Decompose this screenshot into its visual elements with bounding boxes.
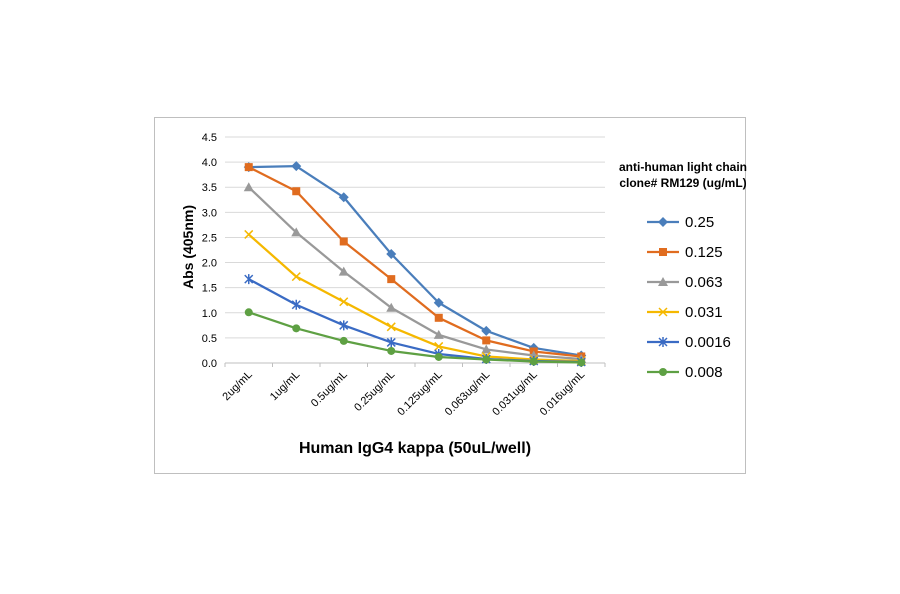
x-tick-label: 0.031ug/mL xyxy=(490,369,540,419)
legend-item: 0.008 xyxy=(647,364,723,381)
series-line xyxy=(248,166,582,358)
data-point xyxy=(244,274,254,285)
legend-item: 0.0016 xyxy=(647,334,731,351)
x-tick-label: 0.125ug/mL xyxy=(395,369,445,419)
legend-item: 0.125 xyxy=(647,244,723,261)
legend-item: 0.031 xyxy=(647,304,723,321)
series-line xyxy=(247,186,582,361)
legend-label: 0.031 xyxy=(685,304,723,321)
legend-label: 0.0016 xyxy=(685,334,731,351)
data-point xyxy=(481,325,492,336)
y-tick-label: 3.0 xyxy=(202,207,217,219)
data-point xyxy=(338,266,349,276)
data-point xyxy=(339,336,348,345)
y-tick-label: 4.0 xyxy=(202,157,217,169)
data-point xyxy=(244,308,253,317)
x-tick-label: 2ug/mL xyxy=(220,369,254,403)
series-line xyxy=(248,165,582,357)
series-0.008 xyxy=(244,308,586,367)
data-point xyxy=(387,346,396,355)
legend-label: 0.008 xyxy=(685,364,723,381)
data-point xyxy=(339,237,348,246)
x-tick-label: 0.25ug/mL xyxy=(352,369,397,414)
chart-area: 0.0 0.5 1.0 1.5 2.0 2.5 3.0 3.5 4.0 4.5 2ug/mL 1ug… xyxy=(154,117,747,474)
data-point xyxy=(481,344,492,354)
legend-marker xyxy=(658,337,668,347)
data-point xyxy=(292,324,301,333)
legend-marker xyxy=(659,368,667,376)
x-axis-ticks: 2ug/mL 1ug/mL 0.5ug/mL 0.25ug/mL0.125ug/mL0… xyxy=(220,363,606,419)
legend-marker xyxy=(658,217,668,227)
legend-marker xyxy=(658,277,668,286)
data-point xyxy=(433,297,444,308)
data-point xyxy=(339,320,349,331)
y-tick-label: 0.5 xyxy=(202,333,217,345)
data-point xyxy=(386,337,396,348)
legend-item: 0.25 xyxy=(647,214,714,231)
x-axis-title: Human IgG4 kappa (50uL/well) xyxy=(299,440,531,457)
legend-item: 0.063 xyxy=(647,274,723,291)
y-tick-label: 1.0 xyxy=(202,308,217,320)
data-point xyxy=(434,313,443,322)
series-group xyxy=(243,161,587,367)
legend-title-line-2: clone# RM129 (ug/mL) xyxy=(619,176,746,190)
data-point xyxy=(339,297,349,307)
series-line xyxy=(248,311,582,364)
y-tick-label: 1.5 xyxy=(202,283,217,295)
legend-title-line-1: anti-human light chain xyxy=(619,160,747,174)
y-axis-title: Abs (405nm) xyxy=(180,205,196,289)
y-tick-label: 4.5 xyxy=(202,132,217,144)
x-tick-label: 0.5ug/mL xyxy=(309,369,350,410)
data-point xyxy=(291,161,302,172)
legend-label: 0.063 xyxy=(685,274,723,291)
legend-label: 0.125 xyxy=(685,244,723,261)
data-point xyxy=(291,299,301,310)
y-axis-ticks: 0.0 0.5 1.0 1.5 2.0 2.5 3.0 3.5 4.0 4.5 xyxy=(202,132,217,370)
data-point xyxy=(386,322,396,332)
series-line xyxy=(248,233,582,363)
data-point xyxy=(244,163,253,172)
data-point xyxy=(291,227,302,237)
y-tick-label: 0.0 xyxy=(202,358,217,370)
data-point xyxy=(529,357,538,366)
legend-label: 0.25 xyxy=(685,214,714,231)
data-point xyxy=(386,249,397,260)
y-tick-label: 3.5 xyxy=(202,182,217,194)
data-point xyxy=(433,329,444,339)
y-tick-label: 2.0 xyxy=(202,258,217,270)
data-point xyxy=(386,302,397,312)
gridlines xyxy=(225,136,605,364)
legend: anti-human light chain clone# RM129 (ug/… xyxy=(619,160,747,381)
data-point xyxy=(338,192,349,203)
data-point xyxy=(244,229,254,239)
data-point xyxy=(292,187,301,196)
x-tick-label: 0.063ug/mL xyxy=(443,369,493,419)
data-point xyxy=(243,182,254,192)
data-point xyxy=(387,275,396,284)
data-point xyxy=(434,352,443,361)
y-tick-label: 2.5 xyxy=(202,232,217,244)
line-chart: 0.0 0.5 1.0 1.5 2.0 2.5 3.0 3.5 4.0 4.5 2ug/mL 1ug… xyxy=(180,132,747,457)
data-point xyxy=(482,336,491,345)
data-point xyxy=(434,341,444,351)
data-point xyxy=(577,358,586,367)
legend-marker xyxy=(659,248,667,256)
data-point xyxy=(291,272,301,282)
x-tick-label: 0.016ug/mL xyxy=(538,369,588,419)
x-tick-label: 1ug/mL xyxy=(268,369,302,403)
data-point xyxy=(482,355,491,364)
legend-marker xyxy=(658,307,668,317)
